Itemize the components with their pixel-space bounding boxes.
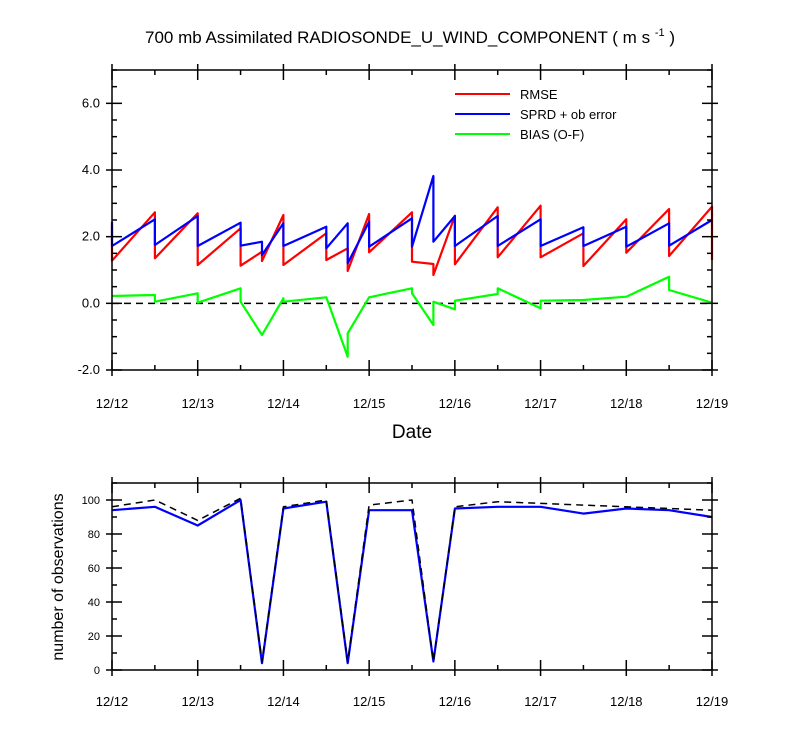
bottom-x-tick-label: 12/14	[267, 694, 300, 709]
bottom-x-tick-label: 12/12	[96, 694, 129, 709]
bottom-y-tick-label: 60	[88, 563, 100, 575]
top-y-tick-label: -2.0	[78, 362, 100, 377]
x-axis-label: Date	[392, 422, 432, 443]
bottom-axes: 12/12 12/13 12/14 12/15 12/16 12/17 12/18 12/19…	[82, 477, 729, 709]
bottom-y-tick-label: 0	[94, 665, 100, 677]
bottom-series-group	[111, 497, 713, 665]
bottom-x-tick-label: 12/13	[181, 694, 214, 709]
top-x-tick-label: 12/19	[696, 396, 729, 411]
chart-title: 700 mb Assimilated RADIOSONDE_U_WIND_COM…	[145, 21, 675, 47]
bottom-x-tick-label: 12/17	[524, 694, 557, 709]
top-axes: 12/12 12/13 12/14 12/15 12/16 12/17 12/18 12/19…	[78, 64, 729, 411]
top-series-group	[110, 174, 714, 358]
chart-title-end: )	[669, 28, 675, 47]
top-panel: 12/12 12/13 12/14 12/15 12/16 12/17 12/18 12/19…	[78, 64, 729, 443]
y-axis-label-observations: number of observations	[50, 493, 67, 660]
bottom-y-tick-label: 80	[88, 529, 100, 541]
bottom-y-tick-label: 100	[82, 495, 100, 507]
chart-title-superscript: -1	[655, 27, 665, 39]
bottom-x-tick-label: 12/15	[353, 694, 386, 709]
chart-title-main: 700 mb Assimilated RADIOSONDE_U_WIND_COM…	[145, 28, 650, 47]
top-x-tick-label: 12/14	[267, 396, 300, 411]
top-x-tick-label: 12/12	[96, 396, 129, 411]
top-x-tick-label: 12/18	[610, 396, 643, 411]
top-y-tick-label: 6.0	[82, 95, 100, 110]
bottom-x-tick-label: 12/19	[696, 694, 729, 709]
bottom-y-tick-label: 20	[88, 631, 100, 643]
top-x-tick-label: 12/16	[439, 396, 472, 411]
legend-label-1: SPRD + ob error	[520, 107, 617, 122]
top-x-tick-label: 12/15	[353, 396, 386, 411]
bias-o-f-line	[111, 275, 713, 358]
bottom-x-tick-label: 12/18	[610, 694, 643, 709]
top-x-tick-label: 12/17	[524, 396, 557, 411]
top-y-tick-label: 2.0	[82, 229, 100, 244]
top-x-tick-label: 12/13	[181, 396, 214, 411]
top-y-tick-label: 4.0	[82, 162, 100, 177]
bottom-y-tick-label: 40	[88, 597, 100, 609]
sprd-ob-error-line	[110, 174, 713, 265]
series-0-line	[111, 498, 713, 665]
top-y-tick-label: 0.0	[82, 295, 100, 310]
legend-label-2: BIAS (O-F)	[520, 127, 584, 142]
bottom-panel: 12/12 12/13 12/14 12/15 12/16 12/17 12/18 12/19…	[50, 477, 728, 709]
legend-label-0: RMSE	[520, 87, 558, 102]
legend: RMSE SPRD + ob error BIAS (O-F)	[455, 87, 617, 142]
bottom-x-tick-label: 12/16	[439, 694, 472, 709]
series-1-line	[111, 497, 713, 663]
